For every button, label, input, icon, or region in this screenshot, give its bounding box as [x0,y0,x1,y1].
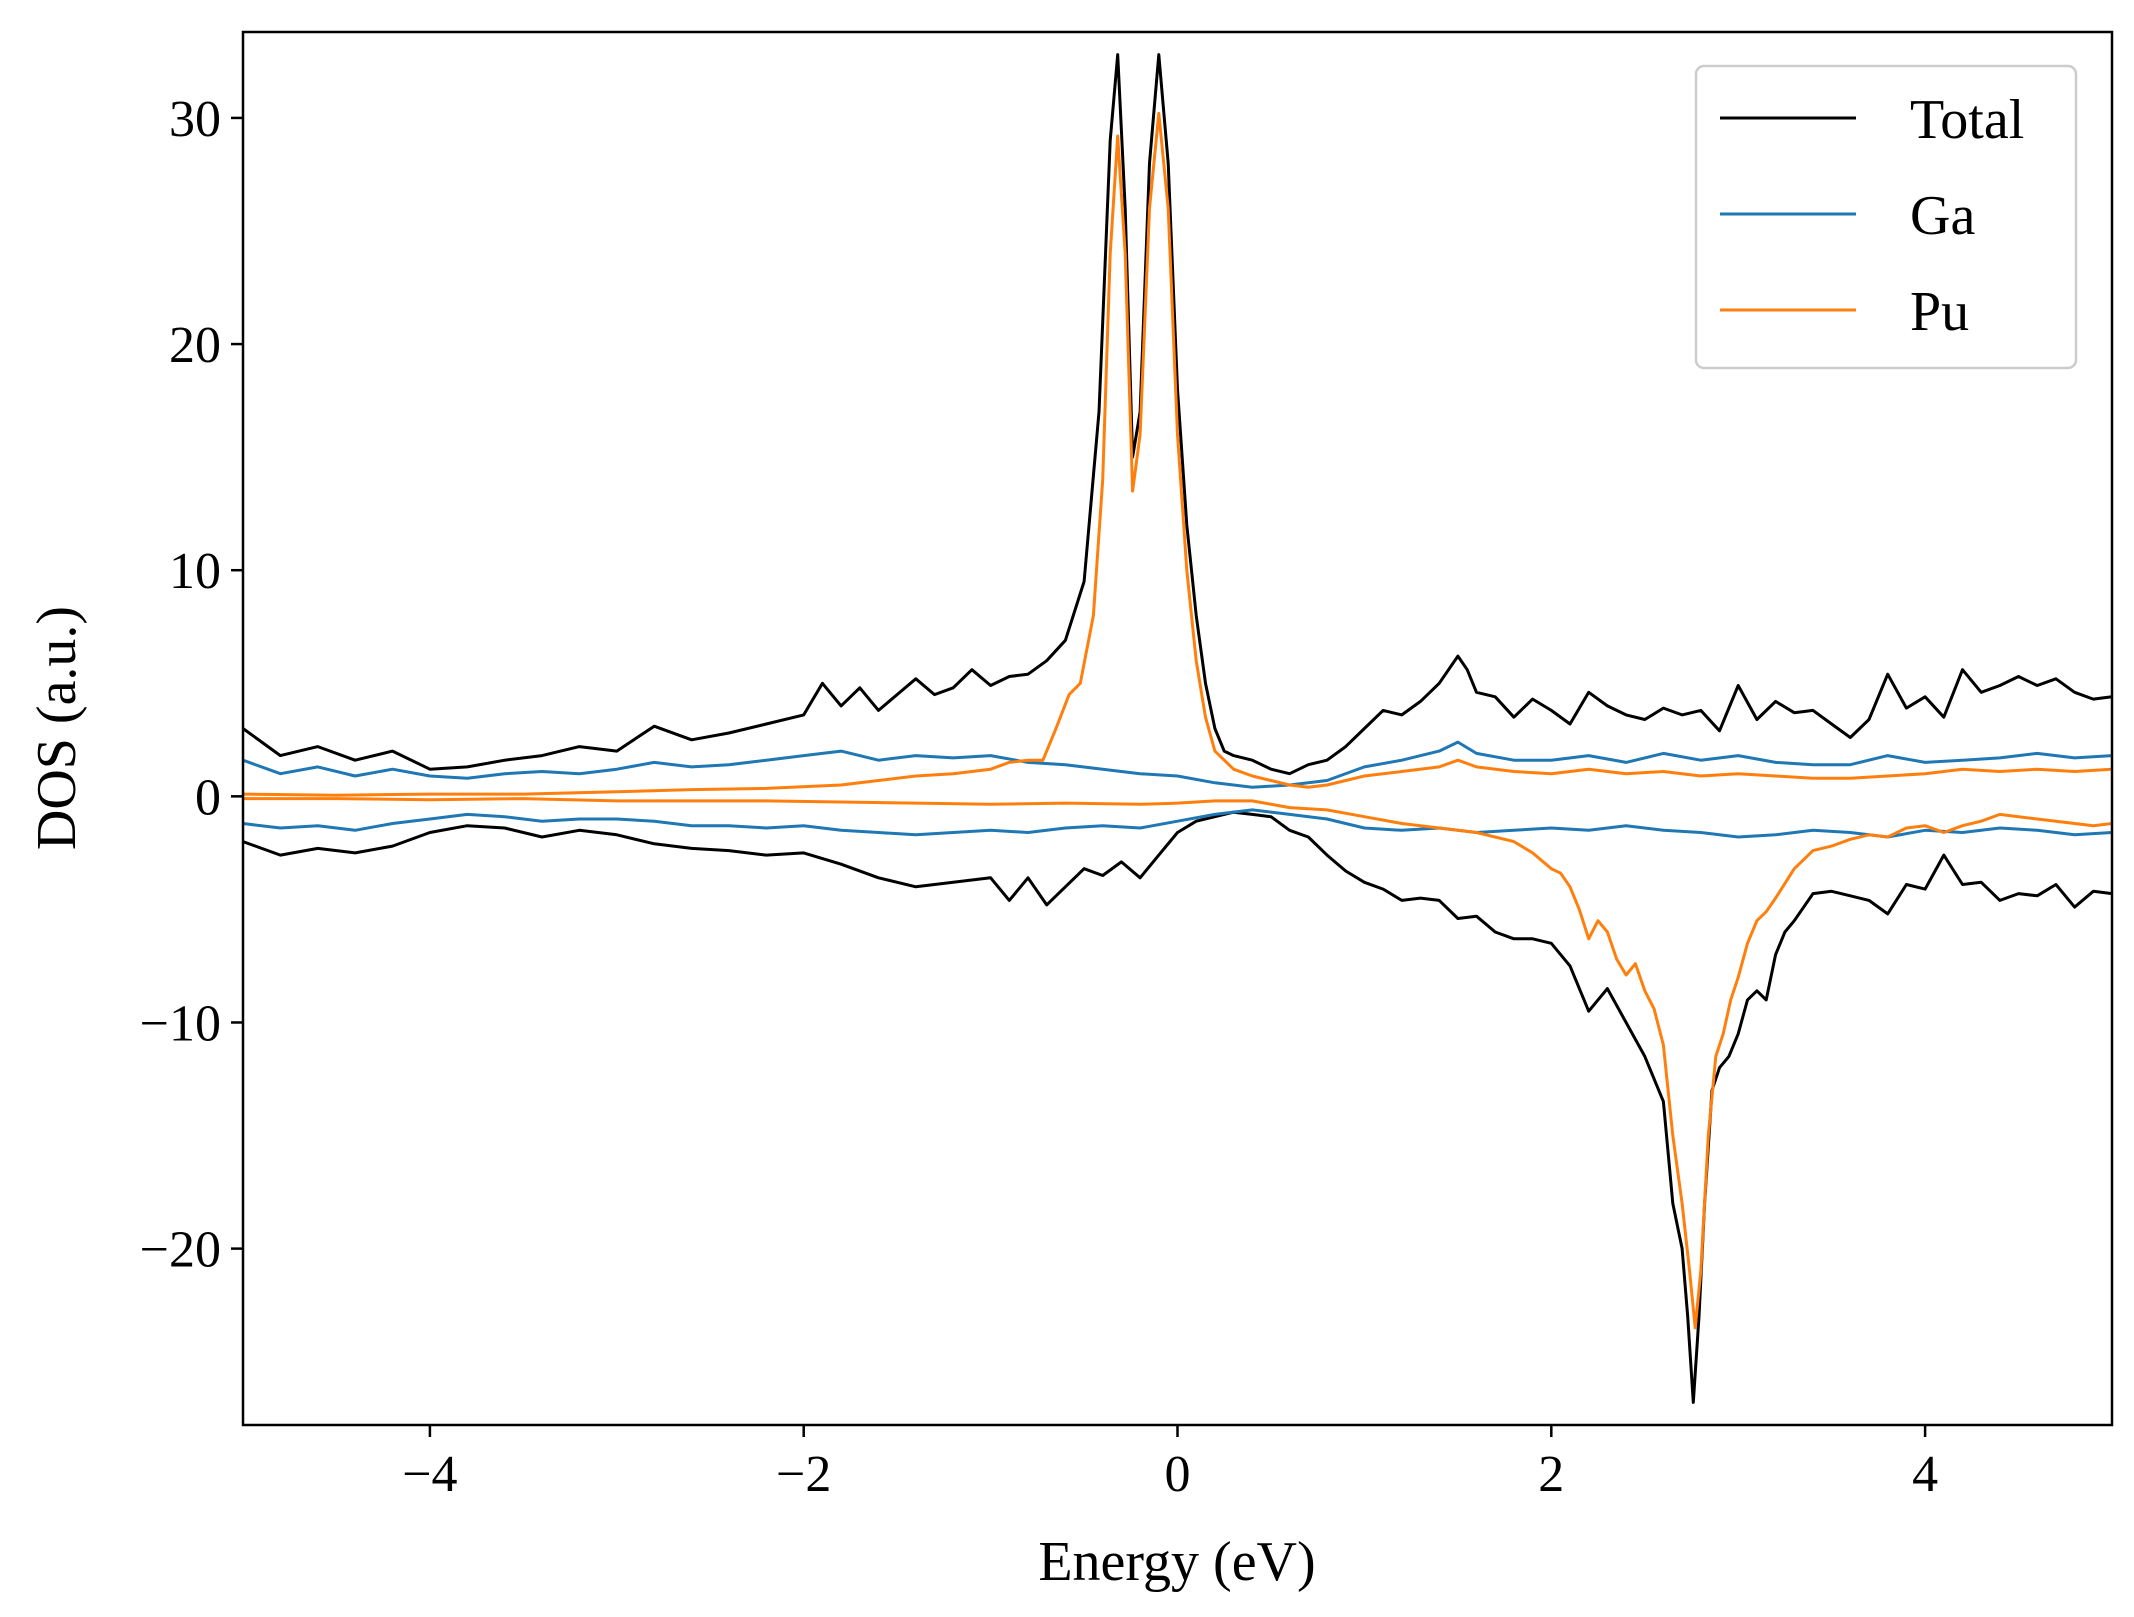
series-line-pu-spin-up [242,111,2113,797]
y-tick-label: −10 [140,995,221,1052]
y-axis-label: DOS (a.u.) [26,606,88,850]
legend-box [1694,64,2078,370]
legend-label-ga: Ga [1910,185,1975,247]
x-tick-label: −4 [402,1446,457,1503]
y-tick-label: −20 [140,1222,221,1279]
series-line-total-spin-up [242,53,2113,776]
y-tick-label: 0 [195,769,221,826]
x-tick-label: 0 [1165,1446,1191,1503]
y-tick-label: 20 [169,317,221,374]
series-line-total-spin-down [242,810,2113,1404]
series-line-ga-spin-down [242,808,2113,839]
legend: Total Ga Pu [1694,64,2078,370]
series-line-ga-spin-up [242,740,2113,789]
x-tick-label: 2 [1538,1446,1564,1503]
legend-label-pu: Pu [1910,281,1969,343]
plot-lines [242,53,2113,1404]
legend-label-total: Total [1910,89,2024,151]
y-tick-label: 10 [169,543,221,600]
series-line-pu-spin-down [243,797,2113,1330]
x-axis-label: Energy (eV) [1038,1531,1315,1593]
x-tick-label: 4 [1912,1446,1938,1503]
x-tick-label: −2 [776,1446,831,1503]
y-tick-label: 30 [169,91,221,148]
